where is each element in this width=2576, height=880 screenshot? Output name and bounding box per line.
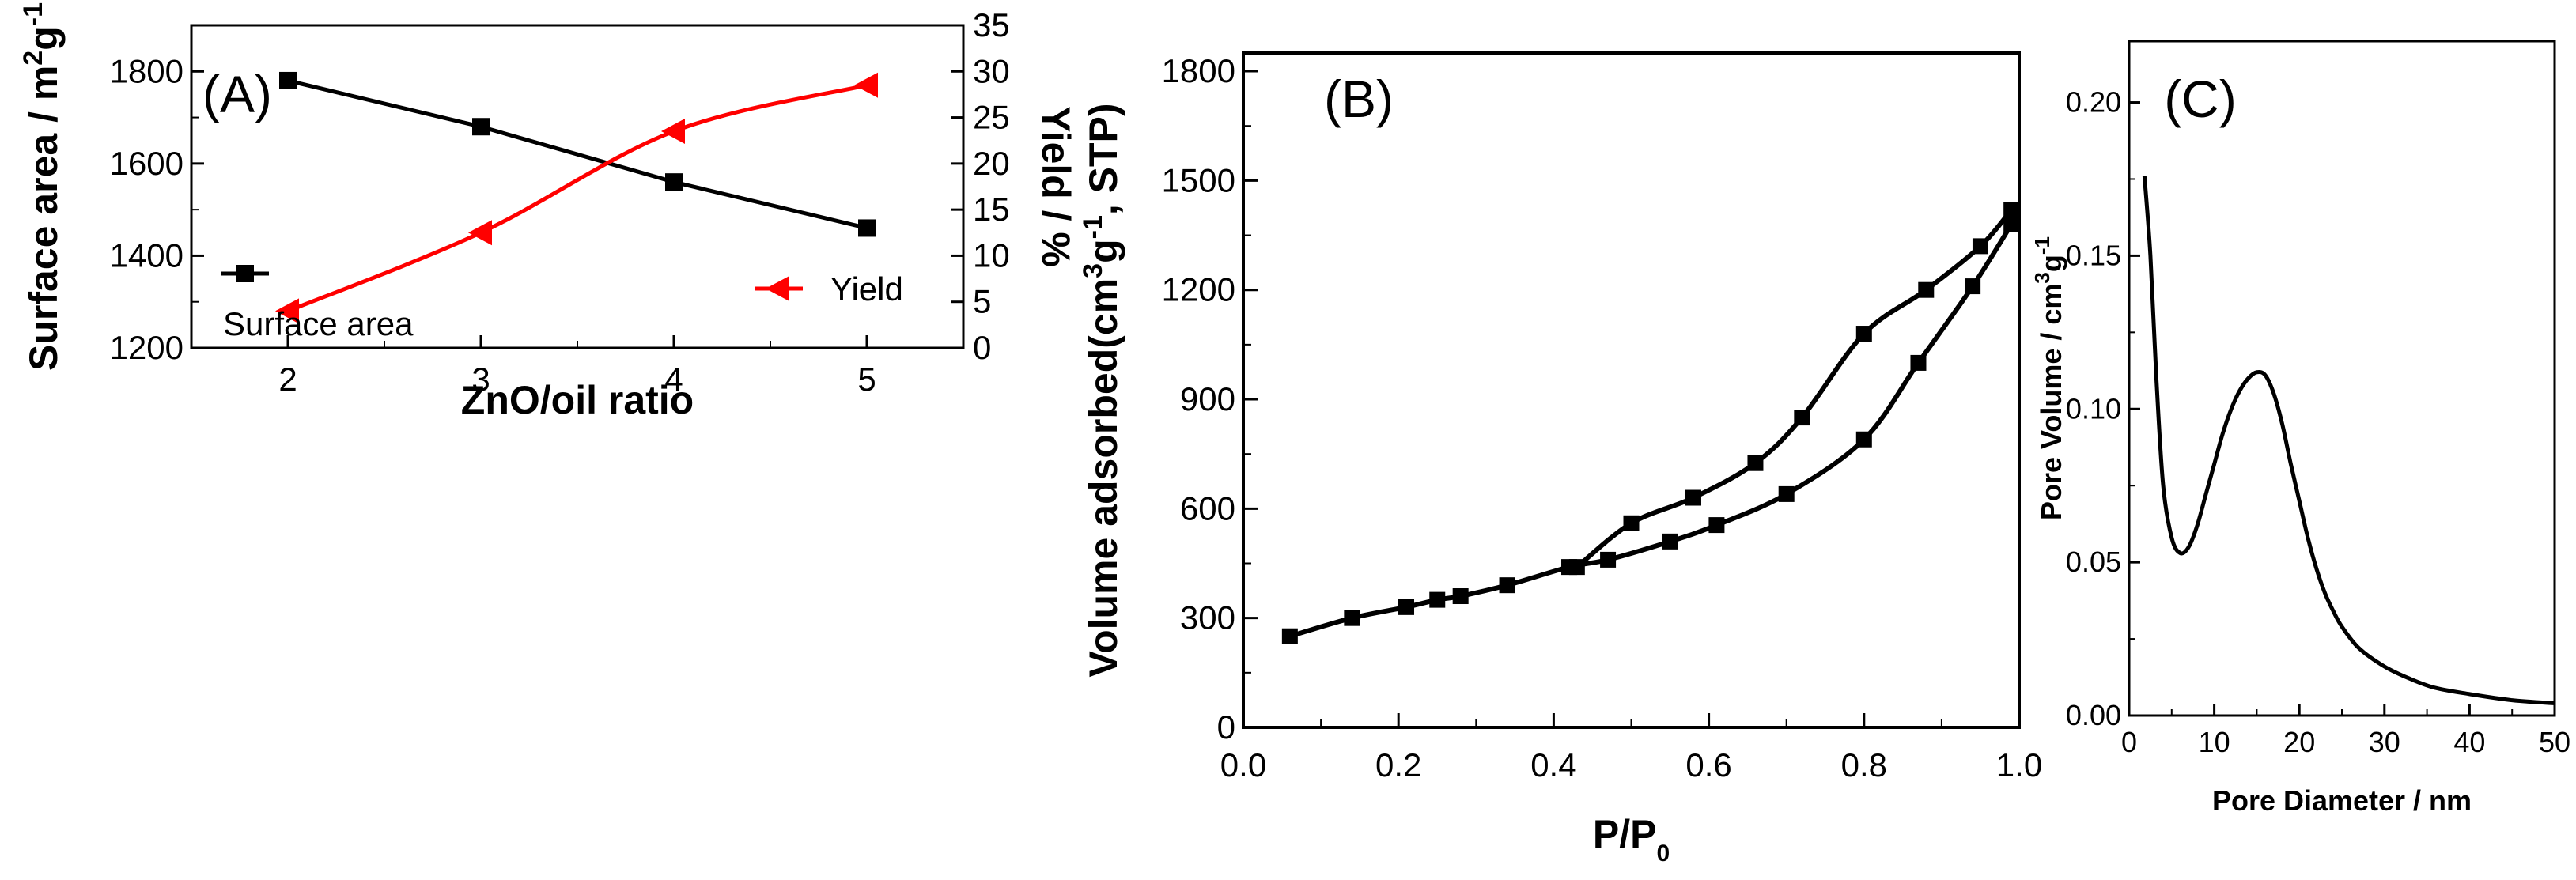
x-tick-label: 20 <box>2283 726 2315 758</box>
y-tick-label: 0 <box>1217 708 1235 746</box>
x-tick-label: 50 <box>2539 726 2570 758</box>
desorption-point <box>2003 202 2020 218</box>
y-axis-title: Volume adsorbed(cm3g-1, STP) <box>1078 103 1125 677</box>
adsorption-point <box>1398 599 1415 615</box>
adsorption-point <box>1344 610 1360 626</box>
x-tick-label: 4 <box>664 361 683 398</box>
desorption-point <box>1623 515 1640 531</box>
x-tick-label: 0.4 <box>1530 746 1576 784</box>
y-tick-label: 0.05 <box>2066 546 2121 578</box>
desorption-point <box>1972 238 1988 255</box>
y-tick-label: 1500 <box>1162 161 1235 198</box>
x-tick-label: 10 <box>2199 726 2230 758</box>
adsorption-point <box>1708 517 1725 534</box>
y-tick-label: 1200 <box>1162 271 1235 308</box>
yield-point <box>275 298 299 324</box>
y-right-tick-label: 0 <box>973 329 991 366</box>
surface-area-point <box>858 219 876 237</box>
desorption-line <box>1575 208 2014 569</box>
legend-surface-marker <box>236 265 254 282</box>
x-tick-label: 0 <box>2121 726 2137 758</box>
surface-area-line <box>287 78 868 230</box>
pore-distribution-line <box>2142 176 2555 705</box>
panel-label-a: (A) <box>202 65 272 123</box>
x-tick-label: 1.0 <box>1996 746 2042 784</box>
desorption-point <box>1685 489 1701 506</box>
legend-yield-label: Yield <box>830 270 903 308</box>
y-right-tick-label: 10 <box>973 236 1010 274</box>
y-tick-label: 300 <box>1180 599 1235 636</box>
desorption-point <box>1747 455 1764 471</box>
adsorption-point <box>1910 354 1927 371</box>
adsorption-line <box>1289 223 2014 639</box>
y-right-tick-label: 20 <box>973 145 1010 182</box>
y-tick-label: 600 <box>1180 489 1235 527</box>
x-tick-label: 0.8 <box>1841 746 1887 784</box>
yield-point <box>468 220 492 246</box>
x-tick-label: 40 <box>2453 726 2485 758</box>
panel-c: 0.00 0.05 0.10 0.15 0.20 0 10 20 30 40 50 Pore Diam… <box>2030 40 2570 817</box>
x-tick-label: 2 <box>278 361 297 398</box>
y-right-tick-label: 35 <box>973 6 1010 43</box>
y-right-tick-label: 25 <box>973 99 1010 136</box>
y-tick-label: 0.20 <box>2066 86 2121 119</box>
y-tick-label: 1800 <box>1162 52 1235 89</box>
x-tick-label: 5 <box>857 361 876 398</box>
adsorption-point <box>1429 591 1446 608</box>
y-right-tick-label: 15 <box>973 191 1010 228</box>
surface-area-point <box>279 71 297 89</box>
y-tick-label: 0.15 <box>2066 239 2121 271</box>
y-left-tick-label: 1800 <box>110 52 183 89</box>
y-left-tick-label: 1400 <box>110 236 183 274</box>
x-tick-label: 0.0 <box>1220 746 1266 784</box>
y-right-tick-label: 30 <box>973 52 1010 89</box>
y-tick-label: 900 <box>1180 380 1235 417</box>
panel-a: 1200 1400 1600 1800 0 5 10 15 20 25 30 35 2 3 4 5 ZnO/oi… <box>18 2 1078 422</box>
adsorption-point <box>1281 628 1298 644</box>
surface-area-point <box>472 118 490 136</box>
panel-b: 0 300 600 900 1200 1500 1800 0.0 0.2 0.4 0.6 0.8 1.0… <box>1078 51 2042 867</box>
y-left-tick-label: 1200 <box>110 329 183 366</box>
surface-area-point <box>665 173 683 191</box>
y-right-tick-label: 5 <box>973 283 991 320</box>
y-tick-label: 0.00 <box>2066 699 2121 731</box>
x-axis-title: P/P0 <box>1593 812 1670 867</box>
x-tick-label: 0.2 <box>1375 746 1421 784</box>
x-tick-label: 0.6 <box>1685 746 1731 784</box>
adsorption-point <box>1499 577 1515 594</box>
y-axis-title: Pore Volume / cm3g-1 <box>2030 236 2067 520</box>
x-tick-label: 3 <box>471 361 490 398</box>
x-tick-label: 30 <box>2369 726 2400 758</box>
yield-point <box>661 119 685 145</box>
desorption-point <box>1568 559 1585 576</box>
desorption-point <box>1855 326 1872 342</box>
adsorption-point <box>1778 485 1795 502</box>
adsorption-point <box>2003 216 2020 232</box>
plot-frame-c <box>2128 40 2556 717</box>
adsorption-point <box>1600 551 1617 568</box>
desorption-point <box>1794 410 1810 426</box>
yield-point <box>854 72 878 98</box>
desorption-point <box>1918 281 1935 298</box>
panel-label-c: (C) <box>2164 70 2237 128</box>
panel-label-b: (B) <box>1324 70 1394 128</box>
adsorption-point <box>1855 431 1872 448</box>
x-axis-title: ZnO/oil ratio <box>461 378 694 422</box>
adsorption-point <box>1965 278 1981 295</box>
x-axis-title: Pore Diameter / nm <box>2212 784 2472 817</box>
adsorption-point <box>1662 533 1678 550</box>
y-left-axis-title: Surface area / m2g-1 <box>18 2 66 371</box>
yield-line <box>287 83 868 313</box>
y-right-axis-title: Yield / % <box>1034 106 1078 267</box>
y-tick-label: 0.10 <box>2066 392 2121 425</box>
adsorption-point <box>1452 588 1469 605</box>
legend-yield-marker <box>766 276 789 301</box>
y-left-tick-label: 1600 <box>110 145 183 182</box>
legend-surface-label: Surface area <box>223 305 414 342</box>
